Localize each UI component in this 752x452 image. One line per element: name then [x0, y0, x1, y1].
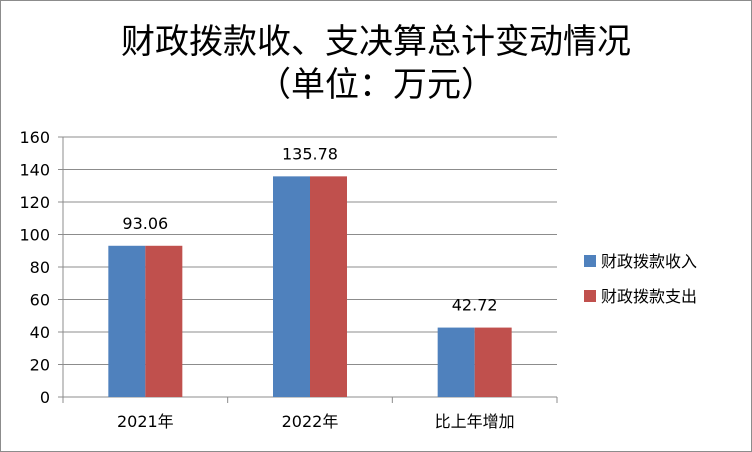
- y-tick-label: 100: [19, 226, 50, 245]
- bar-income: [273, 176, 310, 397]
- y-tick-label: 160: [19, 128, 50, 147]
- x-tick-label: 2021年: [117, 412, 174, 431]
- legend-label: 财政拨款支出: [601, 287, 697, 306]
- chart-subtitle: （单位：万元）: [257, 65, 495, 105]
- bar-expense: [145, 245, 183, 397]
- legend-label: 财政拨款收入: [601, 252, 697, 271]
- y-tick-label: 80: [30, 258, 50, 277]
- data-labels: 93.06 135.78 42.72: [122, 144, 497, 314]
- y-tick-label: 60: [30, 291, 50, 310]
- y-tick-label: 140: [19, 161, 50, 180]
- data-label: 93.06: [122, 214, 168, 233]
- y-tick-label: 40: [30, 323, 50, 342]
- x-tick-label: 比上年增加: [435, 412, 515, 431]
- bar-expense: [310, 176, 347, 397]
- chart-title: 财政拨款收、支决算总计变动情况: [121, 22, 631, 62]
- y-tick-label: 20: [30, 356, 50, 375]
- legend-swatch: [584, 255, 596, 267]
- data-label: 42.72: [452, 296, 498, 315]
- y-tick-label: 120: [19, 193, 50, 212]
- data-label: 135.78: [282, 144, 338, 163]
- x-tick-label: 2022年: [282, 412, 339, 431]
- bar-income: [108, 245, 146, 397]
- bars: [108, 176, 512, 397]
- bar-expense: [474, 327, 512, 397]
- bar-income: [437, 327, 475, 397]
- y-tick-label: 0: [40, 388, 50, 407]
- legend-swatch: [584, 290, 596, 302]
